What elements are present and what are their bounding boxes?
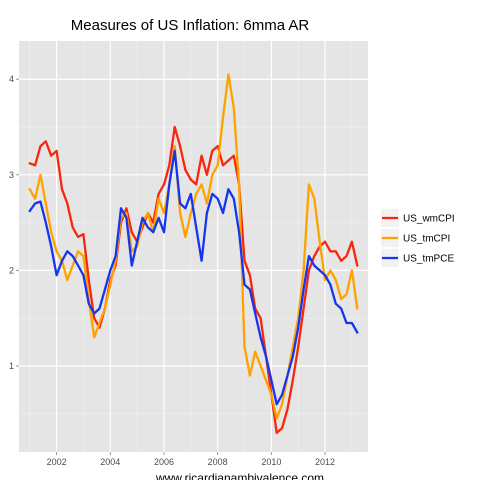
- series-line-us-wmcpi: [28, 125, 359, 435]
- series-line-us-tmpce: [28, 149, 359, 406]
- chart-title: Measures of US Inflation: 6mma AR: [71, 17, 310, 34]
- x-tick-label: 2012: [315, 457, 335, 467]
- y-tick-label: 4: [9, 74, 14, 84]
- plot-panel: [19, 41, 368, 452]
- major-gridlines: [19, 41, 368, 452]
- legend-label: US_wmCPI: [403, 214, 455, 225]
- y-axis: 1 2 3 4: [9, 74, 19, 371]
- x-axis: 2002 2004 2006 2008 2010 2012: [47, 452, 335, 467]
- legend: US_wmCPI US_tmCPI US_tmPCE: [381, 209, 455, 267]
- y-tick-label: 1: [9, 361, 14, 371]
- series-lines: [28, 73, 359, 435]
- x-tick-label: 2002: [47, 457, 67, 467]
- x-tick-label: 2010: [261, 457, 281, 467]
- legend-label: US_tmPCE: [403, 254, 454, 265]
- x-axis-label: www.ricardianambivalence.com: [155, 471, 324, 480]
- x-tick-label: 2008: [208, 457, 228, 467]
- x-tick-label: 2006: [154, 457, 174, 467]
- x-tick-label: 2004: [100, 457, 120, 467]
- y-tick-label: 3: [9, 170, 14, 180]
- legend-label: US_tmCPI: [403, 234, 450, 245]
- y-tick-label: 2: [9, 265, 14, 275]
